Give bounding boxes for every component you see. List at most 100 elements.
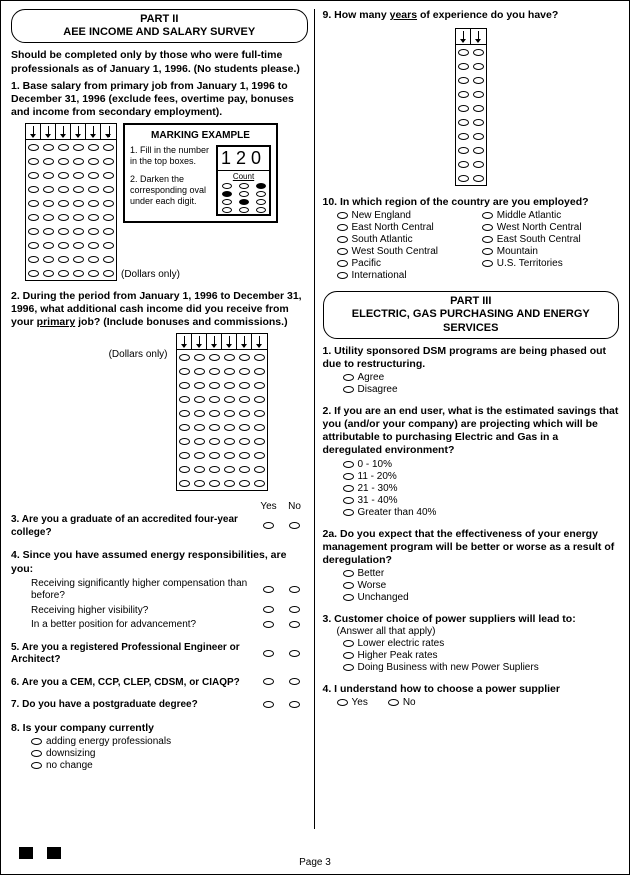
digit-oval[interactable] (43, 214, 54, 221)
digit-oval[interactable] (43, 270, 54, 277)
digit-oval[interactable] (28, 200, 39, 207)
digit-oval[interactable] (28, 270, 39, 277)
digit-oval[interactable] (254, 480, 265, 487)
digit-oval[interactable] (179, 438, 190, 445)
digit-oval[interactable] (194, 466, 205, 473)
digit-oval[interactable] (179, 382, 190, 389)
option-oval[interactable] (343, 570, 354, 577)
q4b-yes-oval[interactable] (263, 606, 274, 613)
option-oval[interactable] (337, 272, 348, 279)
digit-oval[interactable] (209, 466, 220, 473)
digit-oval[interactable] (254, 396, 265, 403)
digit-oval[interactable] (88, 256, 99, 263)
digit-oval[interactable] (103, 172, 114, 179)
option-oval[interactable] (343, 594, 354, 601)
digit-oval[interactable] (28, 242, 39, 249)
digit-oval[interactable] (103, 228, 114, 235)
digit-oval[interactable] (239, 382, 250, 389)
p3-q4-no-oval[interactable] (388, 699, 399, 706)
digit-oval[interactable] (194, 438, 205, 445)
digit-oval[interactable] (224, 382, 235, 389)
digit-oval[interactable] (179, 410, 190, 417)
q4a-no-oval[interactable] (289, 586, 300, 593)
digit-oval[interactable] (209, 424, 220, 431)
digit-oval[interactable] (58, 228, 69, 235)
digit-oval[interactable] (43, 186, 54, 193)
digit-oval[interactable] (28, 214, 39, 221)
digit-oval[interactable] (473, 133, 484, 140)
digit-oval[interactable] (103, 158, 114, 165)
digit-oval[interactable] (209, 368, 220, 375)
digit-oval[interactable] (58, 200, 69, 207)
digit-oval[interactable] (58, 242, 69, 249)
digit-oval[interactable] (88, 214, 99, 221)
digit-oval[interactable] (224, 480, 235, 487)
digit-oval[interactable] (103, 256, 114, 263)
digit-oval[interactable] (239, 410, 250, 417)
digit-oval[interactable] (473, 91, 484, 98)
q5-yes-oval[interactable] (263, 650, 274, 657)
digit-oval[interactable] (194, 396, 205, 403)
digit-oval[interactable] (73, 228, 84, 235)
digit-oval[interactable] (473, 63, 484, 70)
digit-oval[interactable] (73, 270, 84, 277)
digit-oval[interactable] (239, 480, 250, 487)
digit-oval[interactable] (179, 424, 190, 431)
digit-oval[interactable] (239, 354, 250, 361)
digit-oval[interactable] (28, 158, 39, 165)
q6-no-oval[interactable] (289, 678, 300, 685)
digit-oval[interactable] (28, 228, 39, 235)
option-oval[interactable] (337, 248, 348, 255)
digit-oval[interactable] (58, 186, 69, 193)
digit-oval[interactable] (209, 396, 220, 403)
digit-oval[interactable] (28, 256, 39, 263)
digit-oval[interactable] (473, 49, 484, 56)
digit-oval[interactable] (254, 410, 265, 417)
digit-oval[interactable] (58, 144, 69, 151)
digit-oval[interactable] (43, 200, 54, 207)
digit-oval[interactable] (194, 452, 205, 459)
digit-oval[interactable] (209, 382, 220, 389)
digit-oval[interactable] (88, 242, 99, 249)
q3-yes-oval[interactable] (263, 522, 274, 529)
digit-oval[interactable] (194, 354, 205, 361)
digit-oval[interactable] (458, 63, 469, 70)
q4c-no-oval[interactable] (289, 621, 300, 628)
option-oval[interactable] (482, 260, 493, 267)
q8b-oval[interactable] (31, 750, 42, 757)
q8a-oval[interactable] (31, 738, 42, 745)
option-oval[interactable] (337, 224, 348, 231)
option-oval[interactable] (482, 248, 493, 255)
digit-oval[interactable] (103, 270, 114, 277)
digit-oval[interactable] (179, 354, 190, 361)
digit-oval[interactable] (58, 214, 69, 221)
digit-oval[interactable] (239, 368, 250, 375)
option-oval[interactable] (343, 652, 354, 659)
digit-oval[interactable] (73, 186, 84, 193)
digit-oval[interactable] (254, 424, 265, 431)
digit-oval[interactable] (224, 452, 235, 459)
digit-oval[interactable] (43, 172, 54, 179)
digit-oval[interactable] (58, 158, 69, 165)
digit-oval[interactable] (473, 161, 484, 168)
digit-oval[interactable] (254, 368, 265, 375)
digit-oval[interactable] (73, 214, 84, 221)
digit-oval[interactable] (473, 147, 484, 154)
digit-oval[interactable] (254, 466, 265, 473)
q9-bubble-grid[interactable] (455, 28, 487, 186)
digit-oval[interactable] (88, 158, 99, 165)
digit-oval[interactable] (209, 480, 220, 487)
digit-oval[interactable] (43, 144, 54, 151)
option-oval[interactable] (343, 374, 354, 381)
digit-oval[interactable] (103, 242, 114, 249)
digit-oval[interactable] (239, 452, 250, 459)
digit-oval[interactable] (28, 172, 39, 179)
q6-yes-oval[interactable] (263, 678, 274, 685)
digit-oval[interactable] (43, 158, 54, 165)
digit-oval[interactable] (179, 368, 190, 375)
digit-oval[interactable] (458, 119, 469, 126)
digit-oval[interactable] (43, 228, 54, 235)
digit-oval[interactable] (179, 480, 190, 487)
q5-no-oval[interactable] (289, 650, 300, 657)
digit-oval[interactable] (194, 424, 205, 431)
